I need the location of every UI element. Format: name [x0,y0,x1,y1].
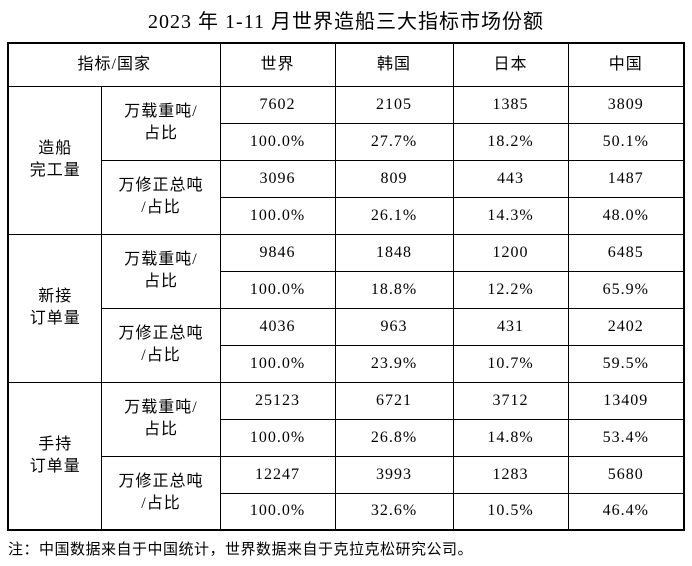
share-cell: 100.0% [219,122,336,161]
share-cell: 100.0% [219,270,336,309]
indicators-table: 指标/国家 世界 韩国 日本 中国 造船 完工量 万载重吨/ 占比 7602 2… [6,42,685,531]
section-name-line: 手持 [38,436,73,454]
metric-label-line: 万载重吨/ [124,399,198,417]
share-cell: 27.7% [334,122,454,161]
header-cell-world: 世界 [219,42,336,87]
share-cell: 14.3% [452,196,569,235]
section-cell-new-orders: 新接 订单量 [7,233,103,383]
value-cell: 1487 [567,159,685,198]
metric-label-line: /占比 [141,347,181,364]
table-row: 100.0% 27.7% 18.2% 50.1% [8,122,685,161]
share-cell: 100.0% [219,492,336,531]
share-cell: 50.1% [567,122,685,161]
value-cell: 1385 [452,85,569,124]
value-cell: 5680 [567,455,685,494]
value-cell: 431 [452,307,569,346]
metric-label-line: 万载重吨/ [124,103,198,121]
value-cell: 443 [452,159,569,198]
share-cell: 18.8% [334,270,454,309]
share-cell: 100.0% [219,344,336,383]
section-cell-completions: 造船 完工量 [7,85,103,235]
value-cell: 1283 [452,455,569,494]
header-cell-china: 中国 [567,42,685,87]
corner-header-cell: 指标/国家 [7,42,221,87]
value-cell: 7602 [219,85,336,124]
share-cell: 100.0% [219,418,336,457]
metric-label-line: 占比 [143,273,178,290]
value-cell: 3096 [219,159,336,198]
share-cell: 46.4% [567,492,685,531]
header-row: 指标/国家 世界 韩国 日本 中国 [7,42,685,87]
share-cell: 23.9% [334,344,454,383]
share-cell: 12.2% [452,270,569,309]
metric-label-line: 万载重吨/ [124,251,198,269]
metric-label-line: 占比 [143,125,178,142]
section-name-line: 订单量 [29,457,81,475]
share-cell: 48.0% [567,196,685,235]
metric-cell-cgt: 万修正总吨 /占比 [101,307,221,383]
section-name-line: 订单量 [29,310,81,327]
footnote: 注：中国数据来自于中国统计，世界数据来自于克拉克松研究公司。 [8,542,474,558]
section-name-line: 新接 [38,288,73,306]
value-cell: 1200 [452,233,569,272]
value-cell: 2105 [334,85,454,124]
value-cell: 963 [334,307,454,346]
table-row: 100.0% 26.8% 14.8% 53.4% [8,418,685,457]
metric-cell-dwt: 万载重吨/ 占比 [101,381,221,457]
table-row: 万修正总吨 /占比 12247 3993 1283 5680 [8,455,685,531]
table-row: 100.0% 23.9% 10.7% 59.5% [8,344,685,383]
share-cell: 18.2% [452,122,569,161]
value-cell: 2402 [567,307,685,346]
table-row: 新接 订单量 万载重吨/ 占比 9846 1848 1200 6485 [7,233,685,383]
share-cell: 59.5% [567,344,685,383]
share-cell: 26.8% [334,418,454,457]
table-row: 万修正总吨 /占比 4036 963 431 2402 [8,307,685,383]
share-cell: 100.0% [219,196,336,235]
table-row: 造船 完工量 万载重吨/ 占比 7602 2105 1385 3809 [7,85,685,235]
value-cell: 6485 [567,233,685,272]
share-cell: 53.4% [567,418,685,457]
value-cell: 3993 [334,455,454,494]
value-cell: 3809 [567,85,685,124]
metric-label-line: /占比 [141,199,181,216]
share-cell: 26.1% [334,196,454,235]
metric-label-line: /占比 [141,494,181,512]
table-row: 万修正总吨 /占比 3096 809 443 1487 [8,159,685,235]
value-cell: 25123 [219,381,336,420]
value-cell: 809 [334,159,454,198]
value-cell: 3712 [452,381,569,420]
table-row: 100.0% 18.8% 12.2% 65.9% [8,270,685,309]
metric-cell-cgt: 万修正总吨 /占比 [101,455,221,531]
metric-cell-dwt: 万载重吨/ 占比 [101,233,221,309]
table-row: 100.0% 26.1% 14.3% 48.0% [8,196,685,235]
share-cell: 14.8% [452,418,569,457]
metric-label-line: 占比 [143,421,178,438]
table-row: 100.0% 32.6% 10.5% 46.4% [8,492,685,531]
metric-label-line: 万修正总吨 [118,473,204,491]
value-cell: 9846 [219,233,336,272]
section-name-line: 造船 [38,140,73,158]
metric-label-line: 万修正总吨 [118,177,204,195]
value-cell: 13409 [567,381,685,420]
value-cell: 12247 [219,455,336,494]
section-name-line: 完工量 [29,162,81,179]
section-cell-orderbook: 手持 订单量 [7,381,103,531]
value-cell: 6721 [334,381,454,420]
value-cell: 4036 [219,307,336,346]
share-cell: 65.9% [567,270,685,309]
share-cell: 32.6% [334,492,454,531]
header-cell-korea: 韩国 [334,42,454,87]
metric-label-line: 万修正总吨 [118,325,204,343]
table-row: 手持 订单量 万载重吨/ 占比 25123 6721 3712 13409 [7,381,685,531]
share-cell: 10.7% [452,344,569,383]
value-cell: 1848 [334,233,454,272]
page-title: 2023 年 1-11 月世界造船三大指标市场份额 [148,11,544,33]
share-cell: 10.5% [452,492,569,531]
metric-cell-dwt: 万载重吨/ 占比 [101,85,221,161]
header-cell-japan: 日本 [452,42,569,87]
metric-cell-cgt: 万修正总吨 /占比 [101,159,221,235]
